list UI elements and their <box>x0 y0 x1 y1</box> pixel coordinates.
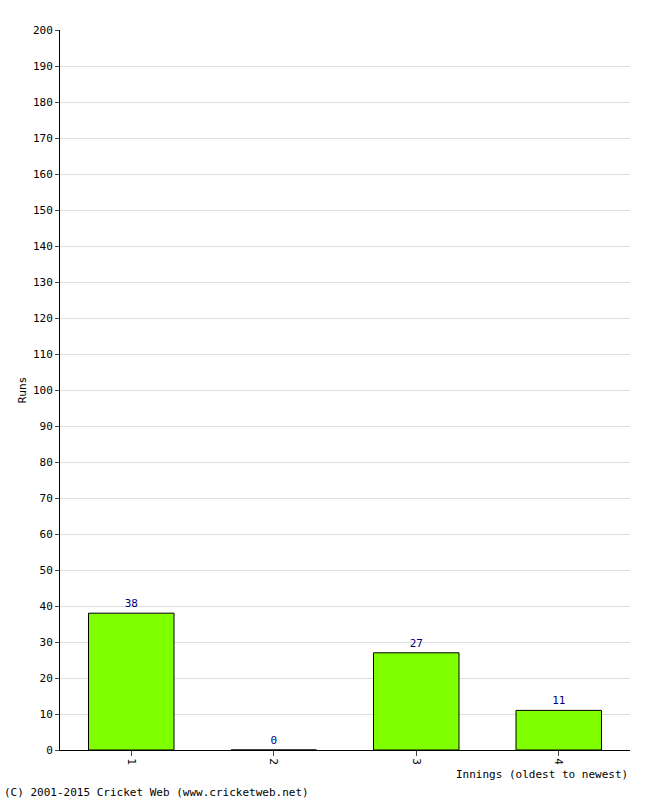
svg-text:30: 30 <box>40 636 53 649</box>
svg-text:38: 38 <box>125 597 138 610</box>
svg-text:(C) 2001-2015 Cricket Web (www: (C) 2001-2015 Cricket Web (www.cricketwe… <box>4 786 309 799</box>
svg-text:40: 40 <box>40 600 53 613</box>
svg-text:20: 20 <box>40 672 53 685</box>
svg-text:2: 2 <box>267 758 280 765</box>
svg-text:190: 190 <box>33 60 53 73</box>
svg-text:27: 27 <box>410 637 423 650</box>
svg-text:10: 10 <box>40 708 53 721</box>
svg-text:60: 60 <box>40 528 53 541</box>
svg-text:140: 140 <box>33 240 53 253</box>
svg-text:120: 120 <box>33 312 53 325</box>
svg-text:90: 90 <box>40 420 53 433</box>
svg-text:70: 70 <box>40 492 53 505</box>
svg-text:Runs: Runs <box>16 377 29 404</box>
svg-text:50: 50 <box>40 564 53 577</box>
svg-text:150: 150 <box>33 204 53 217</box>
svg-text:170: 170 <box>33 132 53 145</box>
svg-text:160: 160 <box>33 168 53 181</box>
svg-text:0: 0 <box>46 744 53 757</box>
svg-text:130: 130 <box>33 276 53 289</box>
svg-text:200: 200 <box>33 24 53 37</box>
svg-text:3: 3 <box>410 758 423 765</box>
svg-text:100: 100 <box>33 384 53 397</box>
svg-text:80: 80 <box>40 456 53 469</box>
svg-text:11: 11 <box>552 694 565 707</box>
svg-text:0: 0 <box>270 734 277 747</box>
svg-text:1: 1 <box>125 758 138 765</box>
svg-text:Innings (oldest to newest): Innings (oldest to newest) <box>456 768 628 781</box>
svg-text:180: 180 <box>33 96 53 109</box>
svg-text:110: 110 <box>33 348 53 361</box>
svg-text:4: 4 <box>552 758 565 765</box>
